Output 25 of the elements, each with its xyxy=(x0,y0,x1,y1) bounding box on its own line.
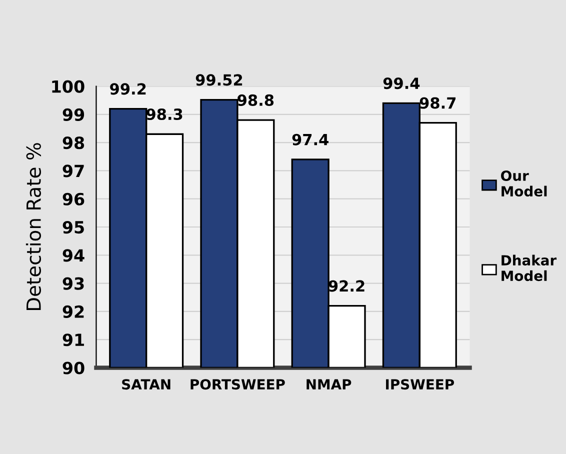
y-tick-label: 99 xyxy=(62,108,84,121)
y-tick-label: 96 xyxy=(62,192,84,206)
data-label: 99.4 xyxy=(383,78,420,90)
x-tick-label: NMAP xyxy=(306,379,352,390)
data-label: 99.2 xyxy=(110,83,146,95)
x-tick-label: SATAN xyxy=(122,379,170,390)
x-tick-label: IPSWEEP xyxy=(386,379,454,390)
data-label: 97.4 xyxy=(292,134,328,146)
legend-label: Dhakar Model xyxy=(502,254,557,282)
y-tick-label: 94 xyxy=(62,249,84,262)
data-label: 98.7 xyxy=(420,97,456,109)
y-tick-label: 93 xyxy=(62,277,84,290)
y-tick-label: 95 xyxy=(62,220,84,234)
x-tick-label: PORTSWEEP xyxy=(190,379,285,390)
y-tick-label: 100 xyxy=(52,80,84,93)
data-label: 99.52 xyxy=(196,74,242,86)
legend-label: Our Model xyxy=(501,170,547,197)
data-label: 98.3 xyxy=(146,108,182,120)
y-axis-title: Detection Rate % xyxy=(26,143,41,310)
data-label: 98.8 xyxy=(238,94,274,106)
y-tick-label: 91 xyxy=(62,334,84,346)
y-tick-label: 92 xyxy=(62,305,84,318)
y-tick-label: 97 xyxy=(62,164,84,178)
y-tick-label: 90 xyxy=(62,362,84,374)
y-tick-label: 98 xyxy=(62,136,84,150)
